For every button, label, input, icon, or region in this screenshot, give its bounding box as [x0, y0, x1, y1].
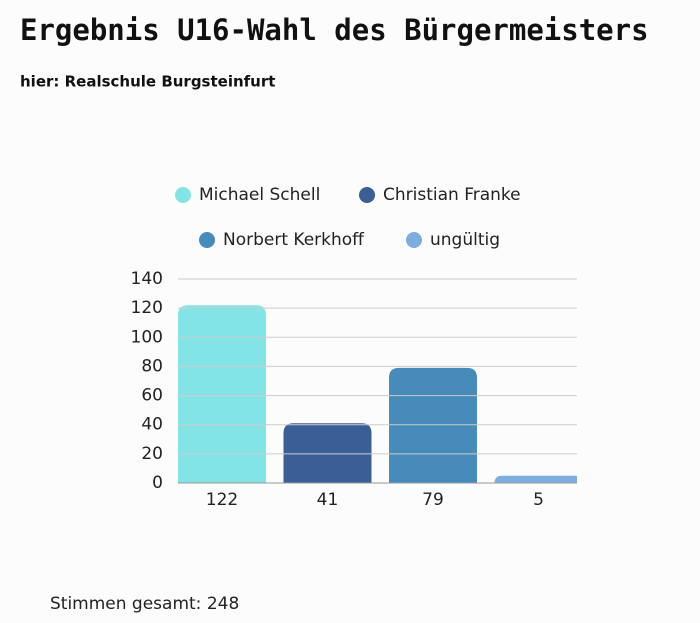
plot-area: [178, 305, 577, 483]
y-tick-label: 60: [141, 386, 163, 406]
y-tick-label: 120: [131, 298, 163, 318]
legend-swatch: [199, 232, 215, 248]
legend-swatch: [359, 187, 375, 203]
y-tick-label: 40: [141, 415, 163, 435]
legend-swatch: [406, 232, 422, 248]
bar: [389, 367, 477, 483]
y-tick-label: 140: [131, 269, 163, 289]
value-label: 5: [533, 490, 544, 510]
legend-label: Michael Schell: [199, 185, 320, 205]
y-tick-label: 100: [131, 327, 163, 347]
bar: [494, 475, 577, 483]
y-tick-label: 80: [141, 356, 163, 376]
chart-title: Ergebnis U16-Wahl des Bürgermeisters: [20, 13, 649, 47]
chart-subtitle: hier: Realschule Burgsteinfurt: [20, 73, 275, 91]
bar: [178, 305, 266, 483]
legend-label: Christian Franke: [383, 185, 521, 205]
value-label: 41: [317, 490, 339, 510]
legend-label: Norbert Kerkhoff: [223, 230, 365, 250]
value-label: 122: [206, 490, 238, 510]
value-label: 79: [422, 490, 444, 510]
legend-swatch: [175, 187, 191, 203]
legend-label: ungültig: [430, 230, 500, 250]
y-tick-label: 20: [141, 444, 163, 464]
footer: Stimmen gesamt: 248: [50, 594, 239, 614]
y-tick-label: 0: [152, 473, 163, 493]
bar: [283, 423, 372, 483]
